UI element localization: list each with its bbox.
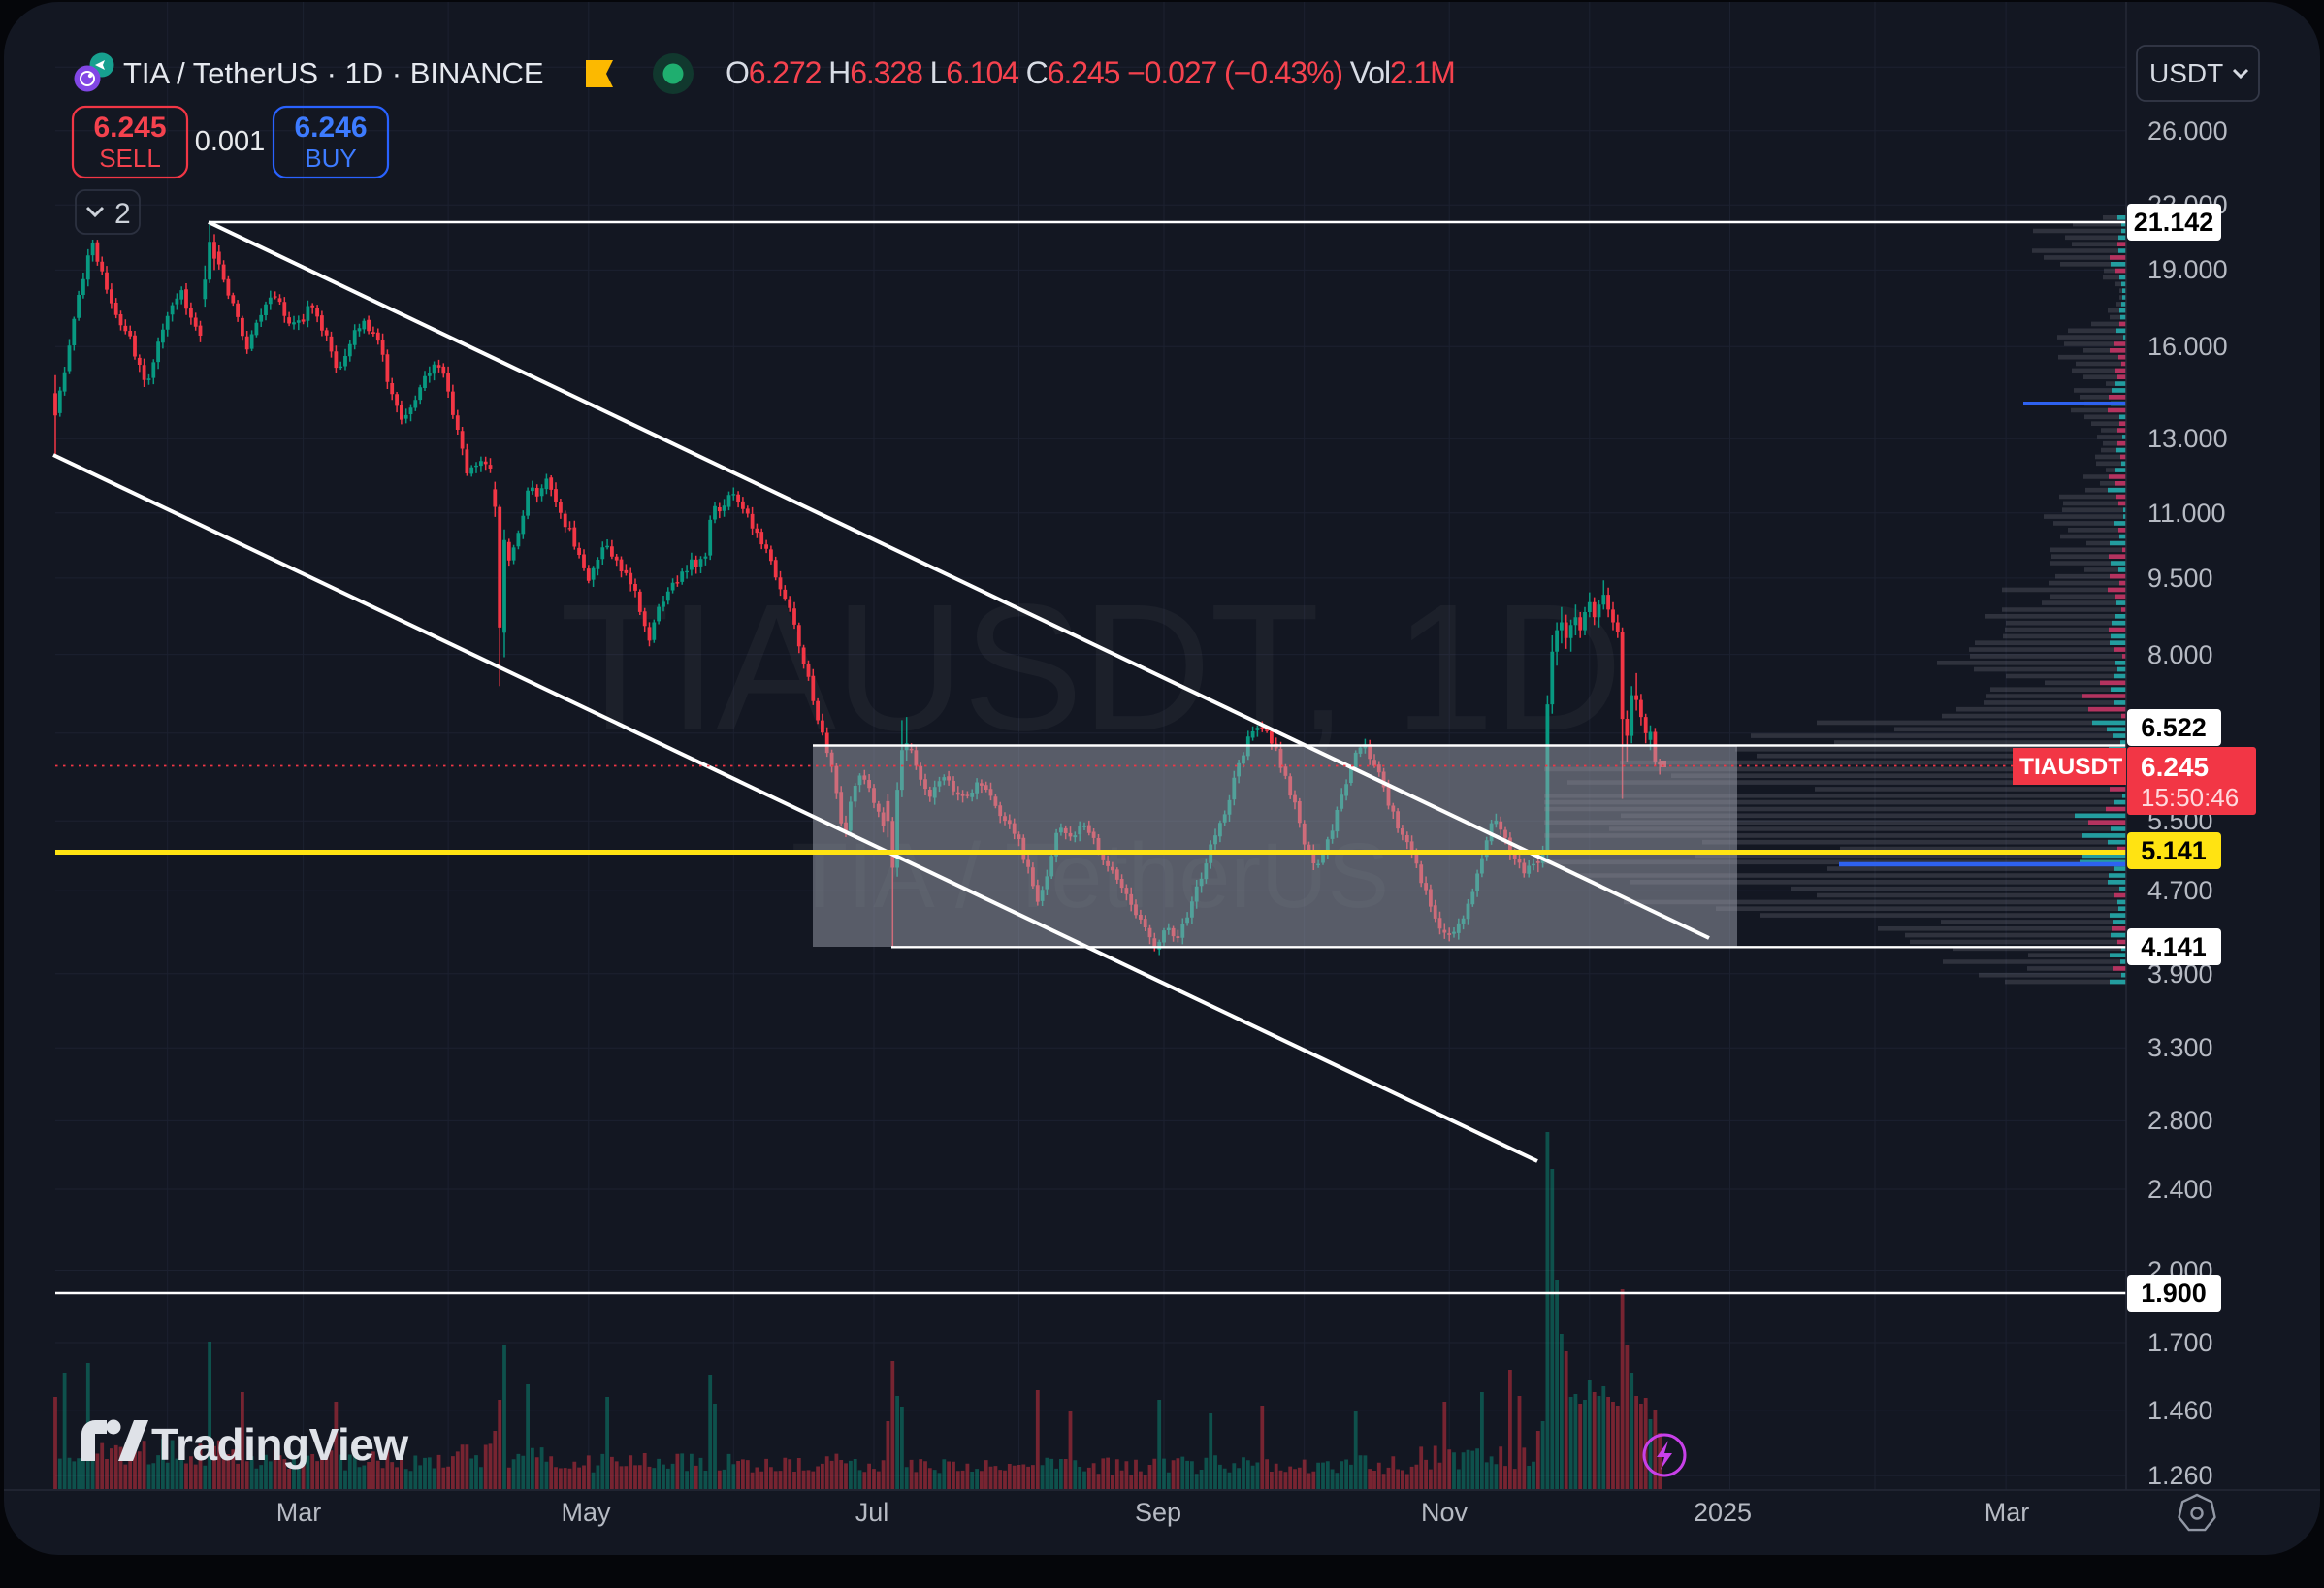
svg-text:11.000: 11.000	[2147, 499, 2226, 528]
svg-text:21.142: 21.142	[2134, 208, 2214, 237]
svg-text:1.460: 1.460	[2147, 1396, 2213, 1425]
svg-text:0.001: 0.001	[195, 126, 266, 157]
svg-text:16.000: 16.000	[2147, 332, 2228, 361]
svg-text:8.000: 8.000	[2147, 640, 2213, 669]
svg-text:2.800: 2.800	[2147, 1106, 2213, 1135]
svg-text:19.000: 19.000	[2147, 255, 2228, 284]
svg-text:BUY: BUY	[305, 144, 356, 173]
svg-text:5.141: 5.141	[2141, 836, 2207, 865]
svg-text:May: May	[561, 1498, 611, 1527]
svg-text:USDT: USDT	[2149, 58, 2223, 88]
svg-text:9.500: 9.500	[2147, 564, 2213, 593]
svg-text:2: 2	[114, 198, 131, 230]
svg-text:Sep: Sep	[1135, 1498, 1181, 1527]
svg-text:4.141: 4.141	[2141, 932, 2207, 961]
svg-text:3.300: 3.300	[2147, 1033, 2213, 1062]
svg-text:1.900: 1.900	[2141, 1279, 2207, 1308]
svg-text:6.245: 6.245	[2141, 752, 2209, 782]
svg-text:6.245: 6.245	[93, 112, 166, 144]
svg-text:Mar: Mar	[1985, 1498, 2030, 1527]
svg-text:1.700: 1.700	[2147, 1328, 2213, 1357]
svg-text:4.700: 4.700	[2147, 876, 2213, 905]
svg-text:13.000: 13.000	[2147, 424, 2228, 453]
svg-text:TIA / TetherUS · 1D · BINANCE: TIA / TetherUS · 1D · BINANCE	[123, 56, 544, 90]
svg-text:Nov: Nov	[1421, 1498, 1469, 1527]
svg-text:TradingView: TradingView	[151, 1419, 408, 1470]
svg-text:TIAUSDT: TIAUSDT	[2019, 754, 2122, 780]
svg-text:26.000: 26.000	[2147, 116, 2228, 146]
svg-text:6.522: 6.522	[2141, 713, 2207, 742]
svg-text:SELL: SELL	[99, 144, 161, 173]
svg-text:6.246: 6.246	[294, 112, 367, 144]
svg-text:Jul: Jul	[855, 1498, 889, 1527]
svg-text:2025: 2025	[1694, 1498, 1752, 1527]
svg-text:1.260: 1.260	[2147, 1461, 2213, 1490]
svg-text:O6.272 H6.328 L6.104 C6.245 −0: O6.272 H6.328 L6.104 C6.245 −0.027 (−0.4…	[726, 55, 1455, 90]
svg-text:15:50:46: 15:50:46	[2141, 783, 2239, 812]
svg-text:2.400: 2.400	[2147, 1175, 2213, 1204]
svg-text:Mar: Mar	[276, 1498, 322, 1527]
svg-text:TIAUSDT, 1D: TIAUSDT, 1D	[560, 567, 1621, 768]
